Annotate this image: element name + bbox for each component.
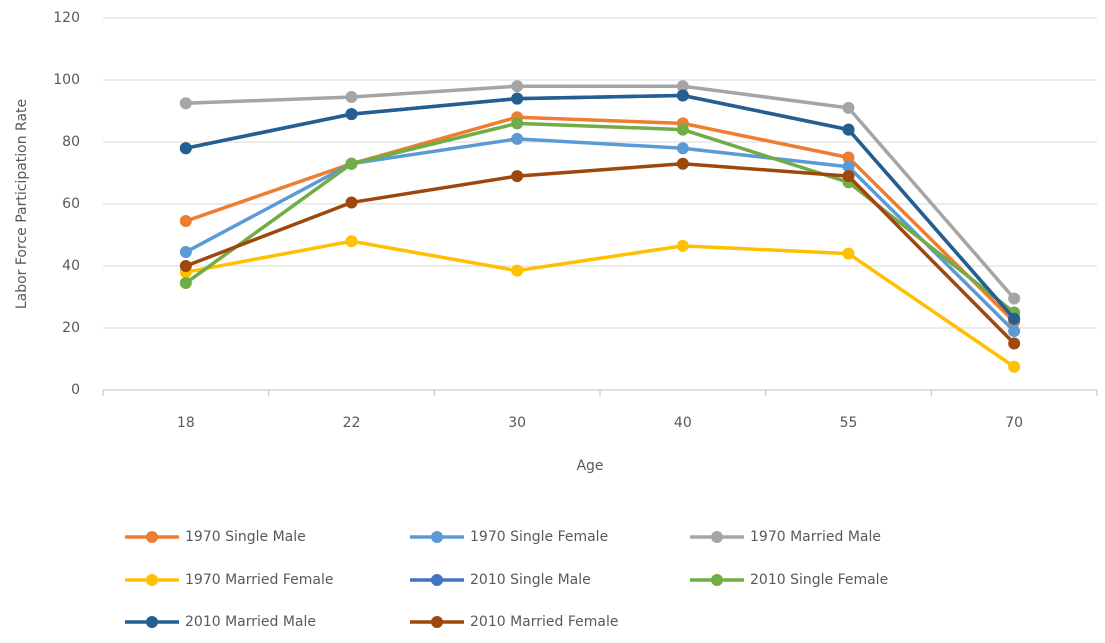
x-tick-label: 18 (177, 415, 195, 431)
legend-label: 2010 Single Male (470, 572, 591, 588)
y-tick-label: 120 (53, 10, 80, 26)
data-point (179, 142, 192, 155)
data-point (842, 160, 855, 173)
y-axis-label: Labor Force Participation Rate (14, 99, 30, 309)
x-tick-label: 30 (508, 415, 526, 431)
data-point (842, 101, 855, 114)
data-point (1008, 312, 1021, 325)
legend-marker (431, 531, 443, 543)
data-point (676, 157, 689, 170)
legend-marker (146, 616, 158, 628)
legend-label: 2010 Single Female (750, 572, 888, 588)
series-line (185, 161, 1016, 345)
legend-marker (146, 531, 158, 543)
series-line (185, 115, 1016, 324)
x-tick-label: 70 (1005, 415, 1023, 431)
legend-marker (711, 574, 723, 586)
y-tick-label: 80 (62, 134, 80, 150)
x-tick-label: 40 (674, 415, 692, 431)
data-point (511, 117, 524, 130)
data-point (1008, 360, 1021, 373)
data-point (676, 123, 689, 136)
legend-label: 1970 Married Female (185, 572, 333, 588)
y-tick-label: 40 (62, 258, 80, 274)
legend-label: 2010 Married Male (185, 614, 316, 630)
data-point (676, 80, 689, 93)
x-tick-label: 55 (840, 415, 858, 431)
legend-label: 1970 Single Female (470, 529, 608, 545)
data-point (676, 239, 689, 252)
data-point (511, 92, 524, 105)
data-point (345, 157, 358, 170)
y-tick-label: 100 (53, 72, 80, 88)
legend-marker (431, 616, 443, 628)
y-tick-label: 20 (62, 320, 80, 336)
data-point (179, 277, 192, 290)
data-point (1008, 337, 1021, 350)
legend-marker (146, 574, 158, 586)
data-point (345, 91, 358, 104)
data-point (511, 132, 524, 145)
data-point (842, 123, 855, 136)
legend-marker (431, 574, 443, 586)
data-point (345, 235, 358, 248)
data-point (345, 108, 358, 121)
data-point (676, 89, 689, 102)
data-point (179, 215, 192, 228)
series-line (185, 239, 1016, 369)
data-point (1008, 292, 1021, 305)
legend-label: 1970 Single Male (185, 529, 306, 545)
legend-marker (711, 531, 723, 543)
series-line (185, 93, 1016, 320)
data-point (345, 196, 358, 209)
x-tick-label: 22 (343, 415, 361, 431)
data-point (1008, 325, 1021, 338)
data-point (842, 170, 855, 183)
data-point (676, 142, 689, 155)
series-line (185, 84, 1016, 300)
data-point (511, 170, 524, 183)
series-line (185, 137, 1016, 333)
data-point (179, 97, 192, 110)
data-point (179, 260, 192, 272)
x-axis-label: Age (576, 458, 603, 474)
data-point (842, 247, 855, 260)
data-point (842, 151, 855, 164)
legend-label: 1970 Married Male (750, 529, 881, 545)
y-tick-label: 60 (62, 196, 80, 212)
y-tick-label: 0 (71, 382, 80, 398)
data-point (511, 264, 524, 277)
data-point (511, 80, 524, 93)
legend-label: 2010 Married Female (470, 614, 618, 630)
data-point (179, 246, 192, 259)
